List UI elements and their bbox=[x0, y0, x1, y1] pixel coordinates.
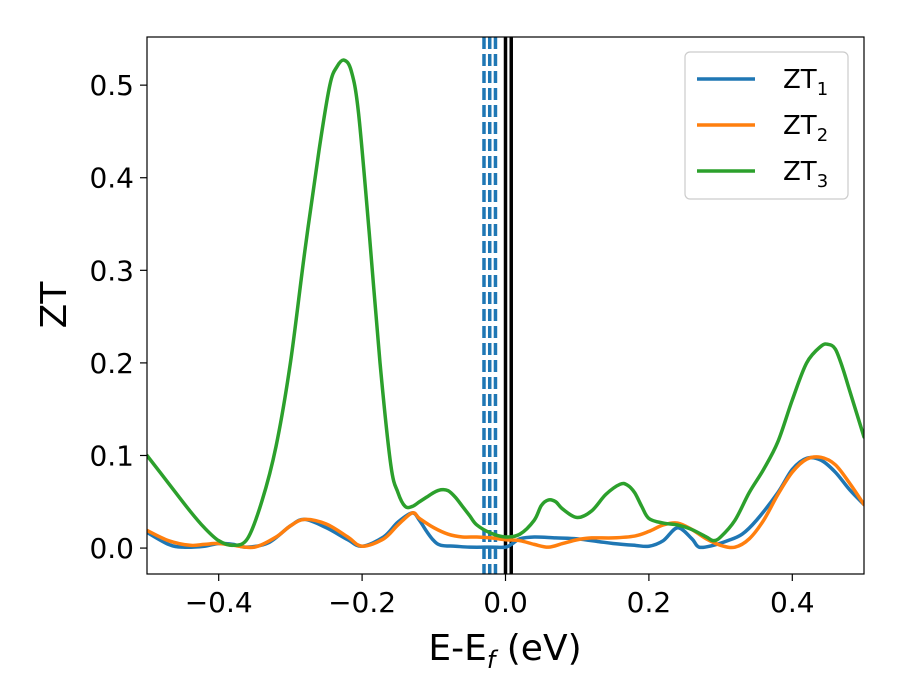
reference-lines bbox=[482, 37, 513, 574]
x-tick-label: −0.2 bbox=[328, 586, 396, 619]
legend-label-zt3: ZT3 bbox=[783, 157, 828, 192]
legend-box bbox=[684, 51, 849, 200]
legend-label-zt1: ZT1 bbox=[783, 65, 828, 100]
y-axis-ticks: 0.0 0.1 0.2 0.3 0.4 0.5 bbox=[89, 69, 147, 565]
y-tick-label: 0.3 bbox=[89, 254, 134, 287]
series-line-zt2 bbox=[147, 455, 864, 550]
x-tick-label: −0.4 bbox=[185, 586, 253, 619]
series-layer bbox=[147, 58, 864, 550]
legend-label-zt2: ZT2 bbox=[783, 111, 828, 146]
y-tick-label: 0.5 bbox=[89, 69, 134, 102]
x-axis-ticks: −0.4 −0.2 0.0 0.2 0.4 bbox=[185, 574, 815, 619]
y-tick-label: 0.1 bbox=[89, 439, 134, 472]
series-line-zt3 bbox=[147, 58, 864, 548]
x-axis-label: E-Ef (eV) bbox=[428, 628, 581, 674]
x-tick-label: 0.2 bbox=[627, 586, 672, 619]
x-tick-label: 0.0 bbox=[483, 586, 528, 619]
y-tick-label: 0.2 bbox=[89, 347, 134, 380]
y-axis-label: ZT bbox=[34, 281, 75, 329]
y-tick-label: 0.0 bbox=[89, 532, 134, 565]
x-tick-label: 0.4 bbox=[770, 586, 815, 619]
legend: ZT1 ZT2 ZT3 bbox=[684, 51, 849, 200]
plot-area bbox=[147, 37, 864, 574]
y-tick-label: 0.4 bbox=[89, 162, 134, 195]
